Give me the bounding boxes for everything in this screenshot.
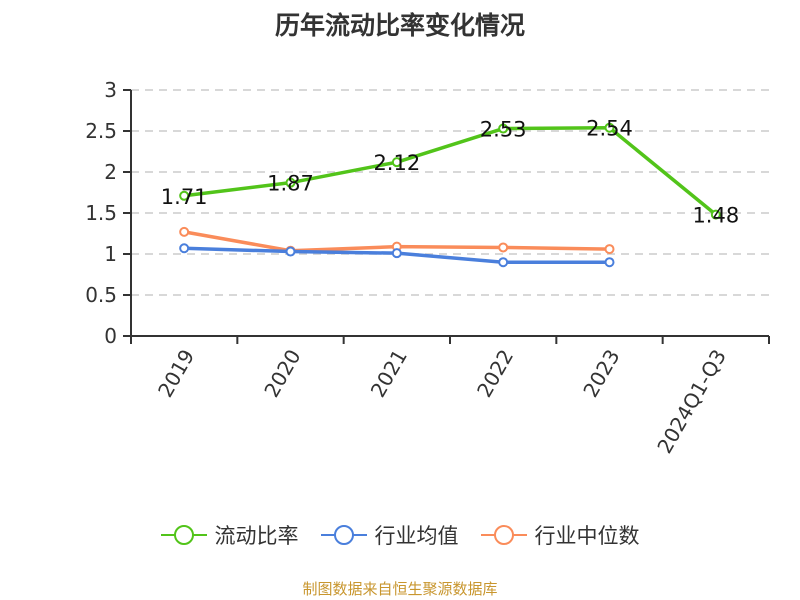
data-point[interactable] <box>604 244 615 255</box>
y-tick-label: 3 <box>104 78 117 102</box>
data-point[interactable] <box>604 122 615 133</box>
legend-item[interactable]: 行业中位数 <box>480 520 640 550</box>
data-point[interactable] <box>179 226 190 237</box>
data-point[interactable] <box>391 248 402 259</box>
x-tick-label: 2019 <box>153 345 199 401</box>
x-tick-label: 2023 <box>578 345 624 401</box>
x-tick-label: 2022 <box>472 345 518 401</box>
legend-item[interactable]: 流动比率 <box>160 520 299 550</box>
data-label: 2.53 <box>480 118 527 142</box>
series-line <box>183 125 717 216</box>
data-label: 2.54 <box>586 117 633 141</box>
y-tick-label: 0.5 <box>85 283 117 307</box>
data-point[interactable] <box>285 177 296 188</box>
data-point[interactable] <box>391 157 402 168</box>
legend-line-circle-icon <box>320 525 367 545</box>
legend-line-circle-icon <box>480 525 527 545</box>
chart-title: 历年流动比率变化情况 <box>274 11 525 40</box>
y-tick-label: 1 <box>104 242 117 266</box>
legend-label: 行业中位数 <box>534 524 640 548</box>
data-point[interactable] <box>285 246 296 257</box>
data-point[interactable] <box>179 190 190 201</box>
x-tick-label: 2020 <box>259 345 305 401</box>
legend: 流动比率 行业均值 行业中位数 <box>0 520 800 550</box>
legend-label: 流动比率 <box>214 524 299 548</box>
data-labels: 1.71 1.87 2.12 2.53 2.54 1.48 <box>161 117 739 228</box>
y-tick-label: 2.5 <box>85 119 117 143</box>
legend-label: 行业均值 <box>374 524 459 548</box>
data-point[interactable] <box>498 123 509 134</box>
data-point[interactable] <box>710 209 721 220</box>
y-tick-label: 2 <box>104 160 117 184</box>
data-source-note: 制图数据来自恒生聚源数据库 <box>302 580 498 598</box>
data-label: 1.87 <box>267 172 314 196</box>
data-point[interactable] <box>498 257 509 268</box>
y-tick-label: 1.5 <box>85 201 117 225</box>
x-tick-label: 2024Q1-Q3 <box>652 345 731 457</box>
data-point[interactable] <box>179 243 190 254</box>
data-point[interactable] <box>498 242 509 253</box>
legend-item[interactable]: 行业均值 <box>320 520 459 550</box>
y-tick-label: 0 <box>104 324 117 348</box>
data-label: 2.12 <box>373 151 420 175</box>
legend-line-circle-icon <box>160 525 207 545</box>
grid-lines <box>131 89 769 296</box>
x-tick-label: 2021 <box>366 345 412 401</box>
data-label: 1.71 <box>161 185 208 209</box>
data-point[interactable] <box>604 257 615 268</box>
series-lines <box>179 122 721 268</box>
data-label: 1.48 <box>692 204 739 228</box>
